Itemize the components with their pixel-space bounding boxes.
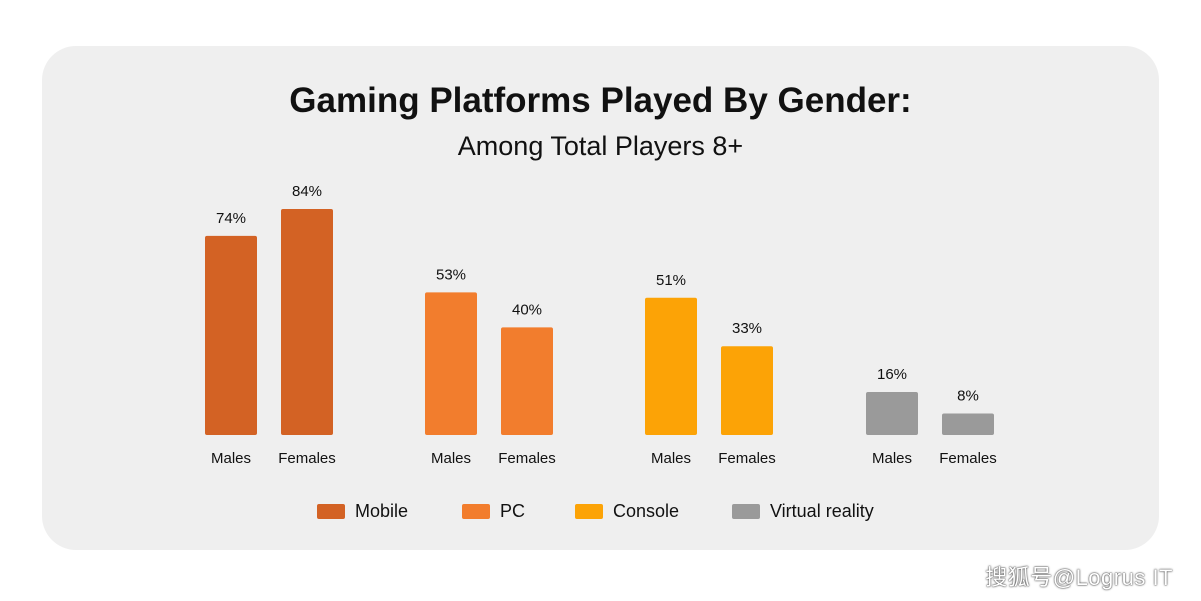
legend-swatch-virtual-reality bbox=[732, 503, 760, 519]
bar-console-males bbox=[645, 297, 697, 435]
value-label-console-females: 33% bbox=[732, 320, 762, 337]
value-label-pc-females: 40% bbox=[512, 301, 542, 318]
legend-swatch-pc bbox=[462, 503, 490, 519]
bar-mobile-males bbox=[205, 235, 257, 435]
legend-item-pc: PC bbox=[462, 499, 525, 523]
chart-legend: Mobile PC Console Virtual reality bbox=[0, 499, 1201, 523]
value-label-virtual-reality-females: 8% bbox=[957, 387, 979, 404]
chart-title: Gaming Platforms Played By Gender: bbox=[289, 81, 912, 120]
bar-mobile-females bbox=[281, 209, 333, 435]
legend-item-mobile: Mobile bbox=[317, 499, 408, 523]
legend-item-console: Console bbox=[575, 499, 679, 523]
legend-item-virtual-reality: Virtual reality bbox=[732, 499, 874, 523]
bar-pc-males bbox=[425, 292, 477, 435]
bar-virtual-reality-males bbox=[866, 391, 918, 435]
category-label-mobile-males: Males bbox=[211, 450, 251, 467]
category-label-mobile-females: Females bbox=[278, 450, 336, 467]
value-label-mobile-males: 74% bbox=[216, 210, 246, 227]
value-label-virtual-reality-males: 16% bbox=[877, 366, 907, 383]
category-label-pc-males: Males bbox=[431, 450, 471, 467]
legend-label-mobile: Mobile bbox=[355, 500, 409, 521]
legend-label-pc: PC bbox=[500, 500, 526, 521]
bar-console-females bbox=[721, 346, 773, 435]
watermark: 搜狐号@Logrus IT bbox=[985, 565, 1173, 590]
bar-pc-females bbox=[501, 327, 553, 435]
category-label-console-males: Males bbox=[651, 450, 691, 467]
category-label-virtual-reality-males: Males bbox=[872, 450, 912, 467]
bar-virtual-reality-females bbox=[942, 413, 994, 435]
category-label-virtual-reality-females: Females bbox=[939, 450, 997, 467]
legend-label-console: Console bbox=[613, 500, 680, 521]
value-label-mobile-females: 84% bbox=[292, 183, 322, 200]
legend-swatch-mobile bbox=[317, 503, 345, 519]
legend-swatch-console bbox=[575, 503, 603, 519]
chart-subtitle: Among Total Players 8+ bbox=[457, 131, 744, 161]
legend-label-virtual-reality: Virtual reality bbox=[770, 500, 874, 521]
category-label-pc-females: Females bbox=[498, 450, 556, 467]
value-label-pc-males: 53% bbox=[436, 266, 466, 283]
category-label-console-females: Females bbox=[718, 450, 776, 467]
value-label-console-males: 51% bbox=[656, 272, 686, 289]
